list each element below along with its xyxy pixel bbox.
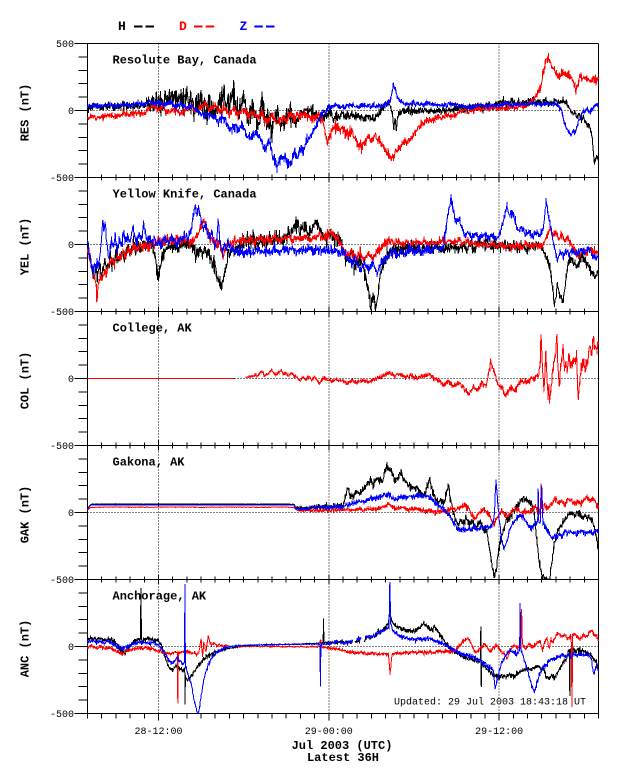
svg-text:Jul 2003 (UTC): Jul 2003 (UTC) xyxy=(292,739,393,753)
svg-text:YEL (nT): YEL (nT) xyxy=(19,218,33,276)
svg-text:29-12:00: 29-12:00 xyxy=(475,727,523,738)
svg-text:GAK (nT): GAK (nT) xyxy=(19,486,33,544)
svg-text:RES (nT): RES (nT) xyxy=(19,84,33,142)
svg-text:500: 500 xyxy=(56,40,74,51)
svg-text:-500: -500 xyxy=(50,710,74,721)
svg-text:Resolute Bay, Canada: Resolute Bay, Canada xyxy=(113,54,257,68)
svg-text:0: 0 xyxy=(68,241,74,252)
svg-text:-500: -500 xyxy=(50,308,74,319)
svg-text:H: H xyxy=(118,19,126,34)
svg-text:29-00:00: 29-00:00 xyxy=(305,727,353,738)
svg-text:Updated: 29 Jul 2003 18:43:18: Updated: 29 Jul 2003 18:43:18 UT xyxy=(394,697,586,709)
svg-text:0: 0 xyxy=(68,107,74,118)
svg-text:COL (nT): COL (nT) xyxy=(19,352,33,410)
svg-text:0: 0 xyxy=(68,375,74,386)
svg-text:28-12:00: 28-12:00 xyxy=(134,727,182,738)
svg-text:Gakona, AK: Gakona, AK xyxy=(113,456,186,470)
svg-text:D: D xyxy=(179,19,187,34)
svg-text:-500: -500 xyxy=(50,442,74,453)
svg-text:-500: -500 xyxy=(50,576,74,587)
svg-text:ANC (nT): ANC (nT) xyxy=(19,620,33,678)
svg-text:0: 0 xyxy=(68,643,74,654)
svg-text:Anchorage, AK: Anchorage, AK xyxy=(113,590,207,604)
svg-text:Z: Z xyxy=(240,19,248,34)
svg-text:Latest 36H: Latest 36H xyxy=(307,751,379,765)
svg-text:College, AK: College, AK xyxy=(113,322,193,336)
svg-text:-500: -500 xyxy=(50,174,74,185)
svg-text:Yellow Knife, Canada: Yellow Knife, Canada xyxy=(113,188,257,202)
svg-text:0: 0 xyxy=(68,509,74,520)
